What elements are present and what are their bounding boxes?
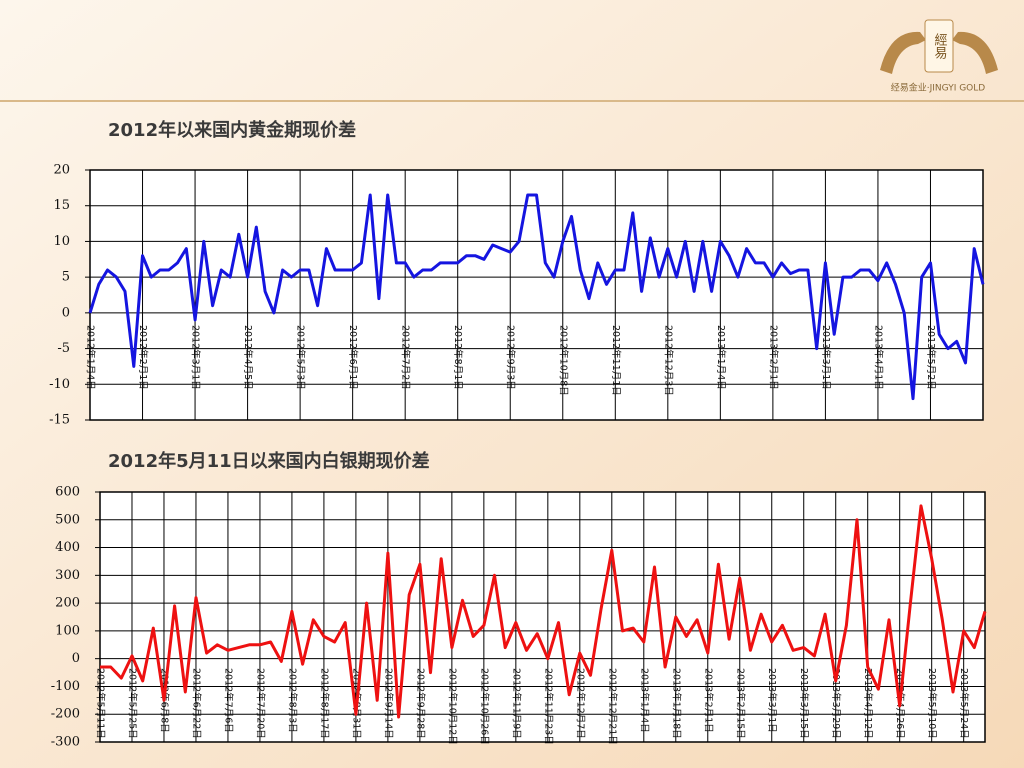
logo-caption: 经易金业·JINGYI GOLD: [891, 82, 986, 94]
y-tick-label: 300: [55, 568, 80, 583]
x-tick-label: 2012年8月3日: [286, 668, 298, 733]
y-tick-label: 200: [55, 596, 80, 611]
x-tick-label: 2012年9月14日: [382, 668, 394, 739]
x-tick-label: 2013年5月2日: [925, 325, 937, 390]
x-tick-label: 2013年5月24日: [958, 668, 970, 739]
x-tick-label: 2013年4月12日: [862, 668, 874, 739]
x-tick-label: 2012年2月1日: [137, 325, 149, 390]
y-tick-label: -100: [51, 679, 80, 694]
y-tick-label: -10: [49, 377, 70, 392]
x-tick-label: 2013年4月1日: [872, 325, 884, 390]
x-tick-label: 2012年6月22日: [190, 668, 202, 739]
data-line: [88, 193, 985, 401]
x-tick-label: 2013年1月4日: [715, 325, 727, 390]
y-tick-label: 500: [55, 512, 80, 527]
x-tick-label: 2012年8月17日: [318, 668, 330, 739]
logo: 經易 经易金业·JINGYI GOLD: [880, 19, 998, 94]
y-tick-label: 0: [72, 651, 80, 666]
x-tick-label: 2012年11月23日: [542, 668, 554, 745]
x-tick-label: 2012年12月7日: [574, 668, 586, 739]
x-tick-label: 2012年12月3日: [662, 325, 674, 396]
x-tick-label: 2012年12月21日: [606, 668, 618, 745]
plot-area: [100, 492, 985, 742]
x-tick-label: 2012年7月20日: [254, 668, 266, 739]
logo-bull: [880, 31, 926, 74]
x-tick-label: 2012年3月1日: [190, 325, 202, 390]
logo-seal: [924, 19, 954, 73]
x-tick-label: 2012年7月2日: [400, 325, 412, 390]
x-tick-label: 2012年11月9日: [510, 668, 522, 739]
y-tick-label: -300: [51, 735, 80, 750]
x-tick-label: 2013年2月1日: [767, 325, 779, 390]
y-tick-label: -5: [57, 341, 70, 356]
x-tick-label: 2012年4月5日: [242, 325, 254, 390]
chart-title: 2012年5月11日以来国内白银期现价差: [108, 450, 430, 472]
x-tick-label: 2013年2月15日: [734, 668, 746, 739]
x-tick-label: 2012年11月1日: [610, 325, 622, 396]
x-tick-label: 2013年1月18日: [670, 668, 682, 739]
x-tick-label: 2012年7月6日: [222, 668, 234, 733]
x-tick-label: 2012年9月28日: [414, 668, 426, 739]
x-tick-label: 2012年5月25日: [126, 668, 138, 739]
y-tick-label: 10: [53, 234, 70, 249]
x-tick-label: 2012年5月3日: [295, 325, 307, 390]
logo-mark: 經易: [932, 33, 948, 60]
x-tick-label: 2013年3月29日: [830, 668, 842, 739]
y-tick-label: -15: [49, 413, 70, 428]
x-tick-label: 2013年5月10日: [926, 668, 938, 739]
x-tick-label: 2013年1月4日: [638, 668, 650, 733]
x-tick-label: 2013年3月1日: [766, 668, 778, 733]
y-tick-label: 600: [55, 485, 80, 500]
x-tick-label: 2012年10月12日: [446, 668, 458, 745]
y-tick-label: 20: [53, 163, 70, 178]
plot-frame: [89, 169, 984, 421]
y-tick-label: 400: [55, 540, 80, 555]
plot-frame: [99, 491, 986, 743]
plot-area: [90, 170, 983, 420]
x-tick-label: 2012年9月3日: [505, 325, 517, 390]
x-tick-label: 2012年6月1日: [347, 325, 359, 390]
logo-bear: [952, 31, 998, 74]
y-tick-label: 15: [53, 198, 70, 213]
x-tick-label: 2013年3月15日: [798, 668, 810, 739]
y-tick-label: 5: [62, 270, 70, 285]
chart-title: 2012年以来国内黄金期现价差: [108, 119, 356, 141]
data-line: [100, 504, 987, 719]
y-tick-label: 0: [62, 305, 70, 320]
x-tick-label: 2013年2月1日: [702, 668, 714, 733]
y-tick-label: 100: [55, 623, 80, 638]
x-tick-label: 2012年10月8日: [557, 325, 569, 396]
y-tick-label: -200: [51, 707, 80, 722]
x-tick-label: 2012年10月26日: [478, 668, 490, 745]
x-tick-label: 2012年8月1日: [452, 325, 464, 390]
x-tick-label: 2013年3月1日: [820, 325, 832, 390]
